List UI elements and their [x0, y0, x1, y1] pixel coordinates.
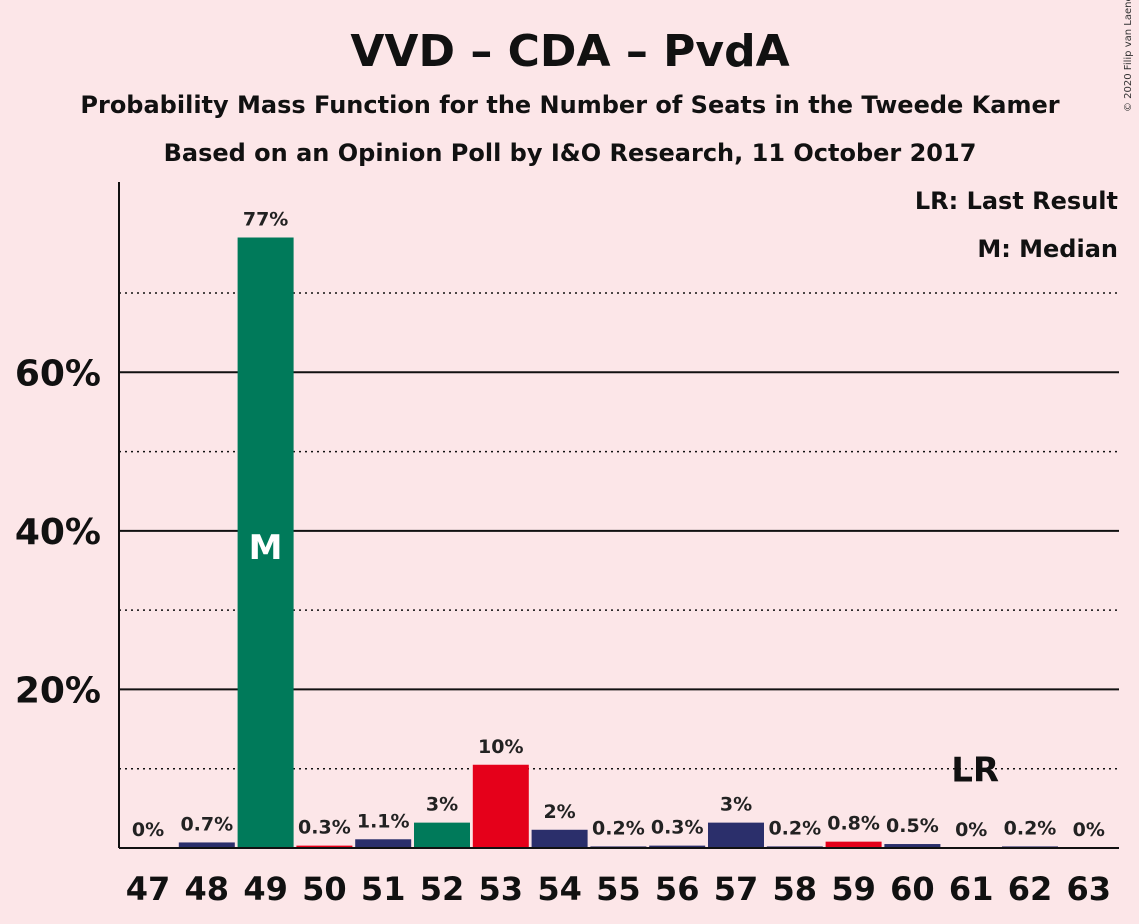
data-label-50: 0.3%	[298, 817, 351, 839]
last-result-marker: LR	[951, 751, 999, 791]
data-label-60: 0.5%	[886, 815, 939, 837]
legend-last-result: LR: Last Result	[915, 187, 1118, 215]
x-tick-63: 63	[1067, 870, 1112, 908]
x-tick-56: 56	[655, 870, 700, 908]
data-label-58: 0.2%	[768, 817, 821, 839]
data-label-59: 0.8%	[827, 813, 880, 835]
x-tick-53: 53	[479, 870, 524, 908]
bar-57	[708, 822, 764, 848]
x-tick-49: 49	[243, 870, 288, 908]
x-tick-59: 59	[831, 870, 876, 908]
data-label-56: 0.3%	[651, 817, 704, 839]
y-tick-labels: 20% 40% 60%	[15, 353, 101, 711]
x-tick-labels: 47 48 49 50 51 52 53 54 55 56 57 58 59 60 61 62 63	[126, 870, 1111, 908]
copyright-text: © 2020 Filip van Laenen	[1123, 0, 1134, 112]
bar-59	[825, 841, 882, 848]
x-tick-62: 62	[1008, 870, 1053, 908]
bar-60	[884, 844, 941, 848]
data-label-61: 0%	[955, 819, 987, 841]
x-tick-61: 61	[949, 870, 994, 908]
chart-title: VVD – CDA – PvdA	[350, 26, 789, 77]
bar-48	[178, 842, 235, 848]
data-label-55: 0.2%	[592, 817, 645, 839]
bar-52	[414, 822, 470, 848]
y-tick-label: 40%	[15, 512, 101, 553]
data-label-52: 3%	[426, 794, 458, 816]
bars	[178, 237, 1058, 848]
data-label-53: 10%	[478, 736, 523, 758]
bar-49	[237, 237, 294, 848]
data-label-51: 1.1%	[357, 810, 410, 832]
data-label-54: 2%	[543, 801, 575, 823]
y-tick-label: 20%	[15, 670, 101, 711]
data-label-62: 0.2%	[1004, 817, 1057, 839]
data-labels: 0% 0.7% 77% M 0.3% 1.1% 3% 10% 2% 0.2% 0.3% 3% 0.2% 0…	[132, 209, 1105, 842]
bar-54	[531, 829, 588, 848]
x-tick-58: 58	[773, 870, 818, 908]
x-tick-60: 60	[890, 870, 935, 908]
legend: LR: Last Result M: Median	[915, 187, 1118, 263]
data-label-49: 77%	[243, 209, 288, 231]
x-tick-47: 47	[126, 870, 171, 908]
data-label-63: 0%	[1073, 819, 1105, 841]
x-tick-51: 51	[361, 870, 406, 908]
bar-53	[472, 764, 529, 848]
x-tick-50: 50	[302, 870, 347, 908]
bar-51	[355, 839, 412, 848]
data-label-48: 0.7%	[180, 813, 233, 835]
median-marker: M	[249, 528, 283, 568]
data-label-57: 3%	[720, 794, 752, 816]
data-label-47: 0%	[132, 819, 164, 841]
legend-median: M: Median	[977, 235, 1118, 263]
x-tick-54: 54	[537, 870, 582, 908]
x-tick-52: 52	[420, 870, 465, 908]
chart-subtitle-2: Based on an Opinion Poll by I&O Research…	[164, 139, 977, 167]
chart-subtitle: Probability Mass Function for the Number…	[80, 91, 1059, 119]
bar-56	[649, 845, 706, 848]
x-tick-55: 55	[596, 870, 641, 908]
x-tick-48: 48	[185, 870, 230, 908]
y-tick-label: 60%	[15, 353, 101, 394]
bar-50	[296, 845, 353, 848]
x-tick-57: 57	[714, 870, 759, 908]
